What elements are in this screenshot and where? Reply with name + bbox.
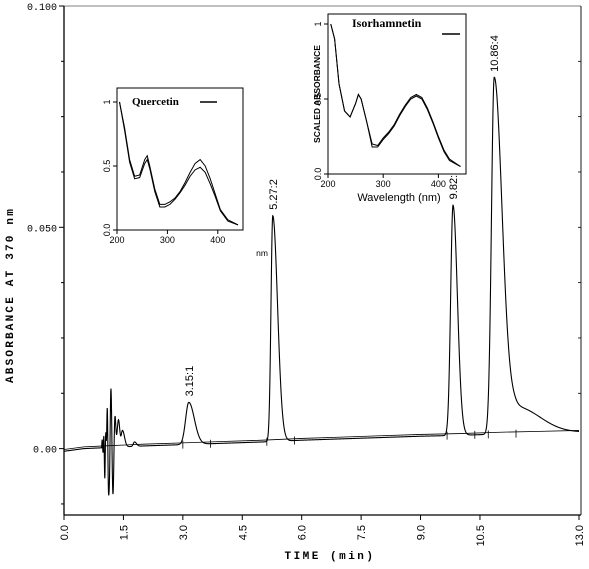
- inset-x-tick-label: 200: [109, 235, 124, 245]
- y-tick-label: 0.100: [27, 3, 57, 14]
- peak-label: 10.86:4: [489, 35, 501, 72]
- inset-y-tick-label: 1: [102, 99, 112, 104]
- isorhamnetin-x-axis-label: Wavelength (nm): [357, 192, 440, 204]
- isorhamnetin-inset-frame: [327, 13, 467, 175]
- x-tick-label: 6.0: [297, 525, 309, 540]
- isorhamnetin-legend-label: Isorhamnetin: [352, 16, 422, 30]
- peak-label: 3.15:1: [184, 366, 196, 397]
- inset-y-tick-label: 0.0: [313, 168, 323, 181]
- peak-label: 5.27:2: [268, 179, 280, 210]
- y-tick-label: 0.00: [33, 446, 57, 457]
- x-tick-label: 3.0: [178, 525, 190, 540]
- isorhamnetin-spectrum-2: [330, 23, 461, 167]
- x-tick-label: 10.5: [475, 525, 487, 546]
- inset-y-tick-label: 0.5: [102, 160, 112, 173]
- quercetin-spectrum-1: [119, 101, 239, 226]
- isorhamnetin-inset: 200 300 400 0.0 0.5 1 Isorhamnetin Wavelength…: [312, 13, 467, 204]
- isorhamnetin-y-axis-label: SCALED ABSORBANCE: [312, 45, 322, 143]
- inset-y-tick-label: 0.0: [102, 224, 112, 237]
- peak-label: 9.82:3: [448, 169, 460, 200]
- quercetin-legend-label: Quercetin: [132, 96, 179, 108]
- chromatogram-trace: [63, 76, 580, 496]
- quercetin-inset-frame: [116, 87, 244, 231]
- quercetin-x-axis-label: nm: [256, 248, 268, 258]
- main-y-axis-label: ABSORBANCE AT 370 nm: [5, 207, 17, 383]
- inset-x-tick-label: 200: [320, 179, 335, 189]
- x-tick-label: 9.0: [416, 525, 428, 540]
- x-tick-label: 0.0: [59, 525, 71, 540]
- inset-x-tick-label: 300: [160, 235, 175, 245]
- y-tick-label: 0.050: [27, 224, 57, 235]
- x-tick-label: 13.0: [574, 525, 586, 546]
- quercetin-inset: 200 300 400 0.0 0.5 1 Quercetin nm: [102, 87, 268, 258]
- inset-x-tick-label: 300: [376, 179, 391, 189]
- main-x-axis-label: TIME (min): [284, 551, 375, 563]
- inset-x-tick-label: 400: [431, 179, 446, 189]
- x-tick-label: 7.5: [356, 525, 368, 540]
- inset-x-tick-label: 400: [210, 235, 225, 245]
- inset-y-tick-label: 0.5: [313, 93, 323, 106]
- integration-baseline: [63, 430, 580, 450]
- x-tick-label: 4.5: [237, 525, 249, 540]
- inset-y-tick-label: 1: [313, 21, 323, 26]
- main-chart: 0.0 1.5 3.0 4.5 6.0 7.5 9.0 10.5 13.00.000.0500.…: [5, 3, 586, 563]
- x-tick-label: 1.5: [118, 525, 130, 540]
- quercetin-spectrum-2: [119, 101, 239, 226]
